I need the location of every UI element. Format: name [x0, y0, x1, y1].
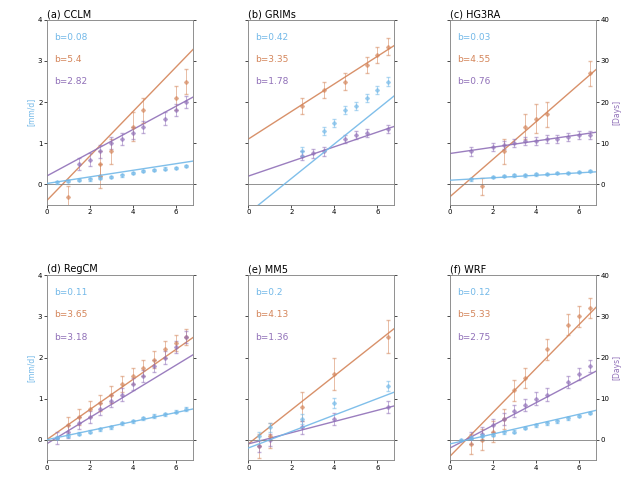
Text: b=0.76: b=0.76: [457, 77, 491, 86]
Text: b=1.78: b=1.78: [256, 77, 289, 86]
Y-axis label: [mm/d]: [mm/d]: [26, 353, 35, 382]
Text: b=4.55: b=4.55: [457, 55, 491, 64]
Text: b=0.11: b=0.11: [54, 288, 88, 297]
Y-axis label: [mm/d]: [mm/d]: [26, 98, 35, 127]
Text: (c) HG3RA: (c) HG3RA: [450, 9, 501, 19]
Y-axis label: [Days]
[km2]: [Days] [km2]: [612, 100, 621, 125]
Text: (e) MM5: (e) MM5: [248, 264, 288, 274]
Text: b=5.33: b=5.33: [457, 310, 491, 319]
Text: b=0.42: b=0.42: [256, 33, 289, 42]
Text: (b) GRIMs: (b) GRIMs: [248, 9, 296, 19]
Y-axis label: [Days]
[km2]: [Days] [km2]: [612, 355, 621, 380]
Text: b=0.2: b=0.2: [256, 288, 283, 297]
Text: b=0.08: b=0.08: [54, 33, 88, 42]
Text: b=1.36: b=1.36: [256, 333, 289, 342]
Text: b=3.65: b=3.65: [54, 310, 88, 319]
Text: b=2.75: b=2.75: [457, 333, 491, 342]
Text: b=3.18: b=3.18: [54, 333, 88, 342]
Text: (a) CCLM: (a) CCLM: [47, 9, 91, 19]
Text: (f) WRF: (f) WRF: [450, 264, 486, 274]
Text: b=3.35: b=3.35: [256, 55, 289, 64]
Text: (d) RegCM: (d) RegCM: [47, 264, 97, 274]
Text: b=2.82: b=2.82: [54, 77, 87, 86]
Text: b=5.4: b=5.4: [54, 55, 81, 64]
Text: b=4.13: b=4.13: [256, 310, 289, 319]
Text: b=0.12: b=0.12: [457, 288, 491, 297]
Text: b=0.03: b=0.03: [457, 33, 491, 42]
